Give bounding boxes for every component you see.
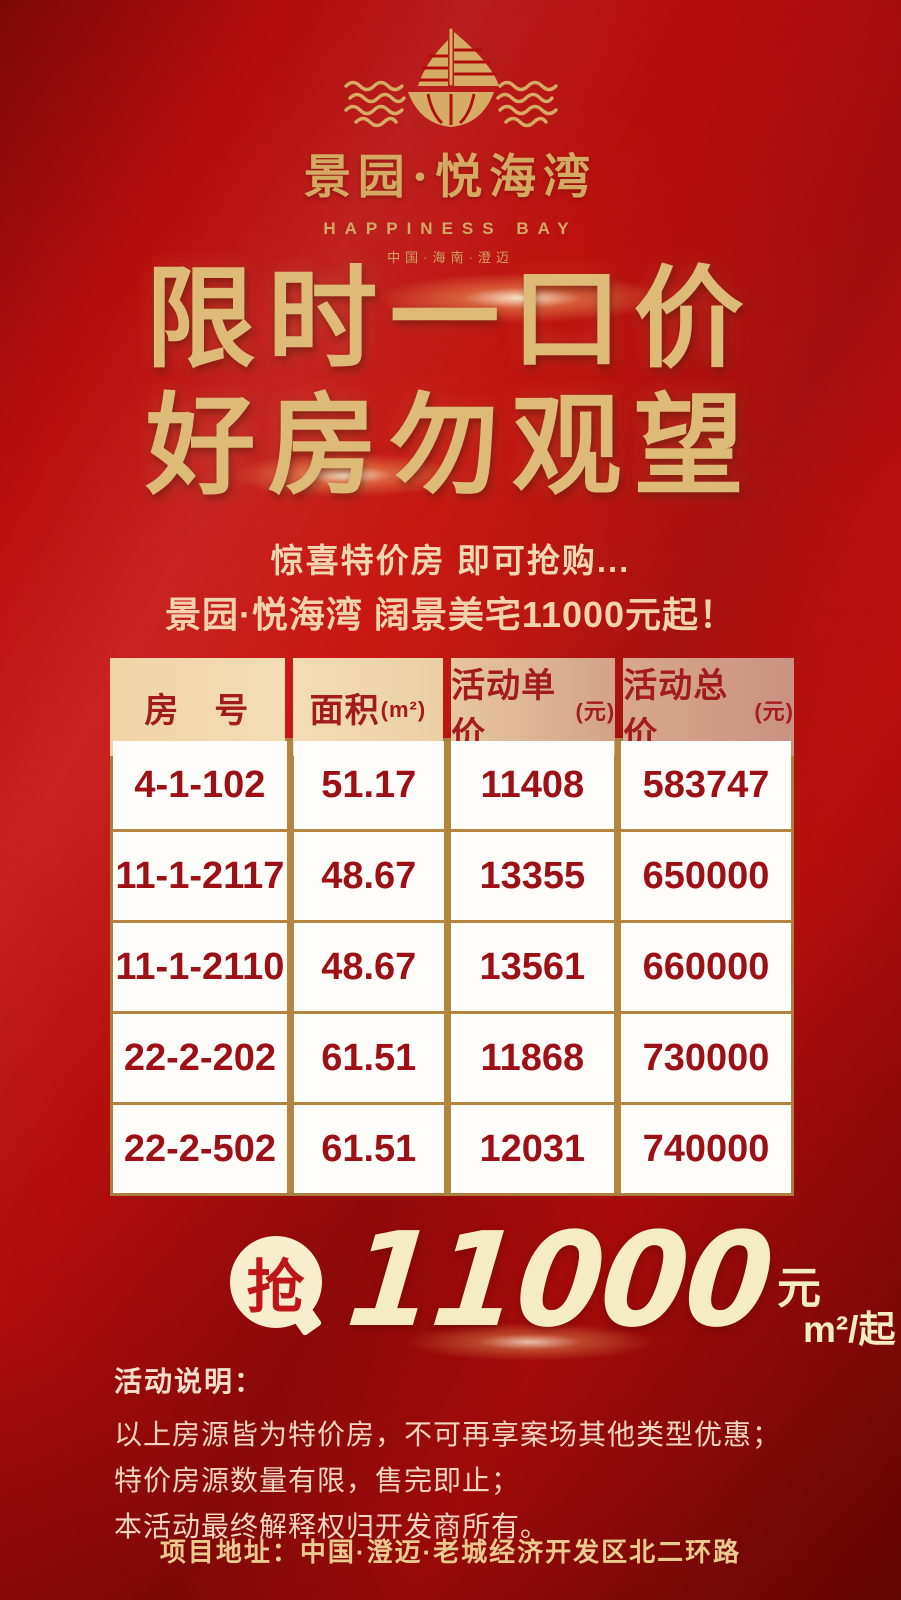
note-item: 以上房源皆为特价房，不可再享案场其他类型优惠； <box>114 1419 782 1450</box>
headline-line-2: 好房勿观望 <box>145 380 756 510</box>
table-cell: 740000 <box>620 1105 791 1193</box>
table-header-row: 房 号 面积 (m²) 活动单价 (元) 活动总价 (元) <box>110 658 794 756</box>
table-cell: 48.67 <box>293 832 444 920</box>
table-cell: 61.51 <box>293 1105 444 1193</box>
table-cell: 13355 <box>450 832 614 920</box>
header-label: 面积 <box>309 691 380 730</box>
table-cell: 48.67 <box>293 923 444 1011</box>
table-cell: 583747 <box>620 741 791 829</box>
brand-logo: 景园·悦海湾 HAPPINESS BAY 中国·海南·澄迈 <box>0 24 901 266</box>
table-cell: 4-1-102 <box>113 741 287 829</box>
price-unit-per-sqm: m²/起 <box>802 1309 896 1351</box>
table-cell: 51.17 <box>293 741 444 829</box>
promo-line-1: 惊喜特价房 即可抢购... <box>270 542 631 579</box>
promo-line-2: 景园·悦海湾 阔景美宅11000元起！ <box>164 594 737 635</box>
table-cell: 11-1-2110 <box>113 923 287 1011</box>
brand-title: 景园·悦海湾 <box>303 150 598 205</box>
sailboat-icon <box>343 28 558 128</box>
price-banner: 抢 11000 元 m²/起 <box>112 1205 901 1357</box>
header-unit: (元) <box>754 699 794 724</box>
headline-line-1: 限时一口价 <box>145 254 756 383</box>
table-cell: 11408 <box>450 741 614 829</box>
table-cell: 22-2-202 <box>113 1014 287 1102</box>
price-table: 房 号 面积 (m²) 活动单价 (元) 活动总价 (元) 4-1-102 51.17… <box>110 658 794 1196</box>
table-cell: 650000 <box>620 832 791 920</box>
table-cell: 22-2-502 <box>113 1105 287 1193</box>
table-cell: 13561 <box>450 923 614 1011</box>
table-header-cell: 面积 (m²) <box>292 658 444 756</box>
activity-notes: 活动说明： 以上房源皆为特价房，不可再享案场其他类型优惠； 特价房源数量有限，售… <box>114 1360 814 1550</box>
header-unit: (m²) <box>380 697 427 722</box>
headline: 限时一口价 好房勿观望 <box>0 254 901 510</box>
grab-badge-label: 抢 <box>246 1255 305 1320</box>
table-cell: 730000 <box>620 1014 791 1102</box>
header-label: 活动总价 <box>623 667 729 754</box>
table-cell: 660000 <box>620 923 791 1011</box>
grab-badge: 抢 <box>229 1236 322 1328</box>
project-address: 项目地址：中国·澄迈·老城经济开发区北二环路 <box>159 1537 742 1567</box>
note-item: 特价房源数量有限，售完即止； <box>114 1464 521 1496</box>
table-header-cell: 活动总价 (元) <box>623 658 794 756</box>
notes-title: 活动说明： <box>114 1366 265 1397</box>
price-units: 元 m²/起 <box>776 1264 896 1351</box>
price-value: 11000 <box>340 1205 778 1357</box>
brand-title-en: HAPPINESS BAY <box>323 219 578 238</box>
table-cell: 61.51 <box>293 1014 444 1102</box>
table-cell: 12031 <box>450 1105 614 1193</box>
price-unit-yuan: 元 <box>776 1264 821 1313</box>
header-unit: (元) <box>575 699 616 724</box>
table-body: 4-1-102 51.17 11408 583747 11-1-2117 48.… <box>110 738 794 1196</box>
table-cell: 11868 <box>450 1014 614 1102</box>
header-label: 房 号 <box>144 691 250 730</box>
note-item: 本活动最终解释权归开发商所有。 <box>114 1510 550 1542</box>
table-header-cell: 房 号 <box>110 658 285 756</box>
table-header-cell: 活动单价 (元) <box>451 658 616 756</box>
table-cell: 11-1-2117 <box>113 832 287 920</box>
brand-location: 中国·海南·澄迈 <box>387 250 514 265</box>
